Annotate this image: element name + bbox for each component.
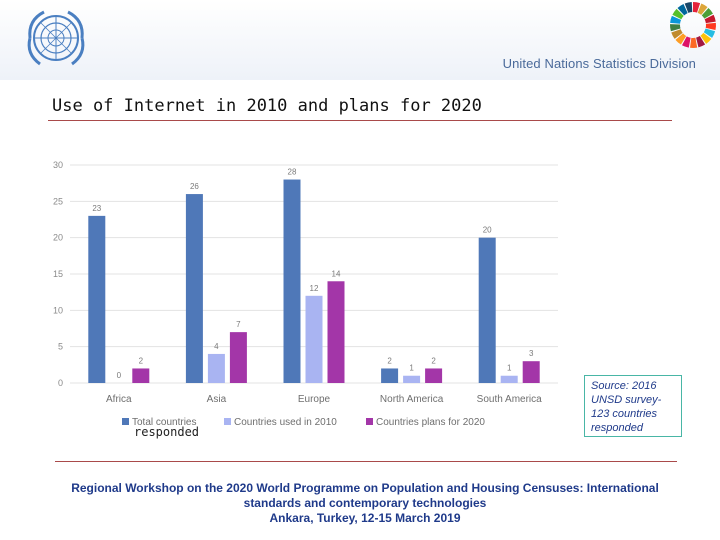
source-line: UNSD survey- [591, 394, 662, 406]
data-label: 12 [310, 284, 319, 293]
data-label: 0 [117, 371, 122, 380]
bar [132, 368, 150, 383]
footer-line-2: standards and contemporary technologies [243, 496, 487, 510]
bar [305, 295, 323, 383]
x-tick-label: South America [477, 394, 542, 405]
chart-bars [88, 179, 540, 383]
data-label: 14 [332, 269, 341, 278]
sdg-wheel-segment [705, 22, 716, 31]
header-band [0, 0, 720, 80]
legend-label: Countries used in 2010 [234, 417, 337, 428]
un-emblem-icon [27, 10, 85, 66]
data-label: 4 [214, 342, 219, 351]
sdg-wheel-segment [697, 3, 708, 15]
chart-y-ticks: 0 5 10 15 20 25 30 [53, 160, 63, 388]
footer: Regional Workshop on the 2020 World Prog… [40, 481, 690, 526]
data-label: 1 [507, 364, 512, 373]
organization-name: United Nations Statistics Division [502, 56, 696, 71]
y-tick-label: 5 [58, 342, 63, 352]
data-label: 20 [483, 226, 492, 235]
sdg-wheel-segment [700, 32, 712, 44]
bar [425, 368, 443, 383]
legend-swatch [122, 418, 129, 425]
slide-title: Use of Internet in 2010 and plans for 20… [52, 96, 482, 116]
legend-label: Total countries [132, 417, 196, 428]
footer-line-3: Ankara, Turkey, 12-15 March 2019 [269, 511, 461, 525]
data-label: 7 [236, 320, 241, 329]
y-tick-label: 0 [58, 378, 63, 388]
legend-label: Countries plans for 2020 [376, 417, 485, 428]
bar [500, 375, 518, 383]
sdg-color-wheel-icon [670, 2, 716, 48]
sdg-wheel-segment [681, 36, 691, 48]
source-line: 123 countries [591, 408, 658, 420]
sdg-wheel-segment [670, 24, 681, 32]
data-label: 28 [288, 168, 297, 177]
stray-responded-text: responded [134, 425, 200, 439]
legend-swatch [366, 418, 373, 425]
x-tick-label: North America [380, 394, 444, 405]
title-divider [48, 120, 672, 121]
x-tick-label: Asia [207, 394, 227, 405]
y-tick-label: 30 [53, 160, 63, 170]
data-label: 2 [387, 356, 392, 365]
sdg-wheel-segment [696, 36, 706, 48]
y-tick-label: 15 [53, 269, 63, 279]
source-line: responded [591, 422, 643, 434]
data-label: 2 [139, 356, 144, 365]
bar [478, 237, 496, 383]
sdg-wheel-segment [671, 29, 683, 39]
source-line: Source: 2016 [591, 380, 657, 392]
bar [229, 332, 247, 383]
bar [381, 368, 399, 383]
footer-divider [55, 461, 677, 462]
y-tick-label: 10 [53, 305, 63, 315]
bar [327, 281, 345, 383]
data-label: 1 [409, 364, 414, 373]
sdg-wheel-segment [675, 33, 687, 45]
bar [522, 361, 540, 383]
data-label: 26 [190, 182, 199, 191]
sdg-wheel-segment [677, 4, 688, 16]
sdg-wheel-segment [690, 37, 698, 48]
sdg-wheel-segment [693, 2, 701, 13]
sdg-wheel-segment [672, 8, 684, 20]
sdg-wheel-segment [684, 2, 693, 13]
sdg-wheel-segment [670, 15, 682, 24]
bar [403, 375, 421, 383]
bar [88, 215, 106, 383]
x-tick-label: Africa [106, 394, 132, 405]
legend-swatch [224, 418, 231, 425]
x-tick-label: Europe [298, 394, 331, 405]
sdg-wheel-segment [701, 8, 713, 19]
data-label: 3 [529, 349, 534, 358]
y-tick-label: 25 [53, 196, 63, 206]
data-label: 2 [431, 356, 436, 365]
chart-x-ticks: Africa Asia Europe North America South Ameri… [106, 394, 542, 405]
bar [283, 179, 301, 383]
source-note: Source: 2016 UNSD survey- 123 countries … [584, 375, 682, 437]
data-label: 23 [92, 204, 101, 213]
footer-line-1: Regional Workshop on the 2020 World Prog… [71, 481, 659, 495]
bar [185, 194, 203, 383]
sdg-wheel-segment [704, 14, 716, 24]
sdg-wheel-segment [703, 28, 716, 38]
bar [207, 353, 225, 383]
y-tick-label: 20 [53, 233, 63, 243]
chart-legend: Total countries Countries used in 2010 Cou… [122, 417, 485, 428]
